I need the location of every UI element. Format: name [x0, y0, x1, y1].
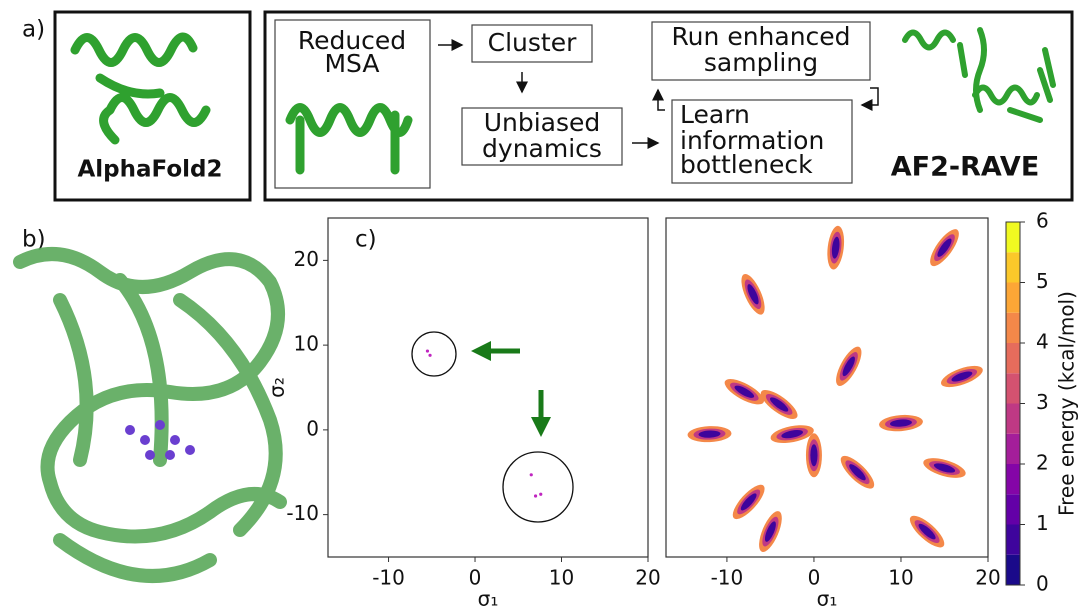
- box-text: Run enhanced: [671, 22, 850, 51]
- point: [539, 493, 542, 496]
- panel-label: c): [355, 227, 377, 253]
- colorbar-step: [1006, 525, 1020, 555]
- panel-b: b): [20, 227, 280, 577]
- panel-a: a) AlphaFold2 Reduced MSA Cluster Unbias…: [22, 12, 1072, 200]
- colorbar-step: [1006, 434, 1020, 464]
- colorbar-step: [1006, 313, 1020, 343]
- colorbar-step: [1006, 555, 1020, 585]
- protein-cartoon: [75, 37, 206, 140]
- box-text: Cluster: [488, 28, 577, 57]
- y-axis-label: σ₂: [265, 377, 289, 398]
- arrow: [658, 90, 665, 110]
- alphafold-label: AlphaFold2: [78, 157, 223, 183]
- arrow: [862, 88, 878, 105]
- point: [428, 354, 431, 357]
- x-tick-label: 20: [975, 566, 1000, 590]
- box-text: bottleneck: [680, 150, 813, 179]
- box-text: Unbiased: [484, 108, 601, 137]
- colorbar-step: [1006, 283, 1020, 313]
- basin: [938, 361, 985, 391]
- y-tick-label: -10: [286, 501, 319, 525]
- basin: [728, 480, 769, 523]
- y-tick-label: 20: [294, 247, 319, 271]
- highlight-circle: [412, 332, 456, 376]
- point: [426, 349, 429, 352]
- colorbar-tick-label: 2: [1036, 451, 1049, 475]
- colorbar-tick-label: 5: [1036, 269, 1049, 293]
- panel-label: a): [22, 17, 45, 43]
- box-text: sampling: [704, 48, 818, 77]
- y-tick-label: 10: [294, 332, 319, 356]
- x-tick-label: 20: [635, 566, 660, 590]
- panel-c: c): [355, 227, 573, 523]
- y-tick-label: 0: [306, 416, 319, 440]
- x-tick-label: -10: [711, 566, 744, 590]
- basin: [836, 451, 879, 493]
- colorbar-step: [1006, 343, 1020, 373]
- basin: [921, 454, 968, 482]
- plot-frame: [328, 218, 648, 557]
- highlight-circle: [503, 452, 573, 522]
- plot-frame: [666, 218, 988, 557]
- x-tick-label: -10: [372, 566, 405, 590]
- af2rave-label: AF2-RAVE: [891, 152, 1040, 183]
- basin: [825, 225, 846, 271]
- basin: [737, 271, 770, 318]
- colorbar-step: [1006, 464, 1020, 494]
- box-text: MSA: [324, 49, 379, 78]
- colorbar-label: Free energy (kcal/mol): [1055, 291, 1079, 516]
- colorbar-step: [1006, 222, 1020, 252]
- x-tick-label: 10: [549, 566, 574, 590]
- x-tick-label: 10: [888, 566, 913, 590]
- point: [534, 494, 537, 497]
- basin: [721, 374, 767, 409]
- basin: [925, 225, 964, 270]
- colorbar-step: [1006, 494, 1020, 524]
- colorbar-tick-label: 6: [1036, 209, 1049, 233]
- basin: [806, 433, 822, 477]
- basin: [687, 425, 732, 443]
- box-text: dynamics: [482, 134, 602, 163]
- colorbar-step: [1006, 404, 1020, 434]
- basin: [754, 508, 786, 555]
- box-text: Learn: [680, 100, 750, 129]
- colorbar-step: [1006, 373, 1020, 403]
- colorbar-tick-label: 0: [1036, 572, 1049, 596]
- point: [530, 473, 533, 476]
- basin-level: [810, 444, 817, 466]
- colorbar-tick-label: 1: [1036, 511, 1049, 535]
- colorbar-step: [1006, 252, 1020, 282]
- basin: [757, 385, 802, 424]
- colorbar-tick-label: 3: [1036, 390, 1049, 414]
- basin: [831, 343, 866, 389]
- x-axis-label: σ₁: [817, 587, 838, 609]
- figure: a) AlphaFold2 Reduced MSA Cluster Unbias…: [0, 0, 1082, 609]
- basin: [878, 413, 923, 432]
- colorbar-tick-label: 4: [1036, 330, 1049, 354]
- x-axis-label: σ₁: [478, 587, 499, 609]
- protein-cartoon: [905, 30, 1053, 120]
- basin: [905, 511, 948, 552]
